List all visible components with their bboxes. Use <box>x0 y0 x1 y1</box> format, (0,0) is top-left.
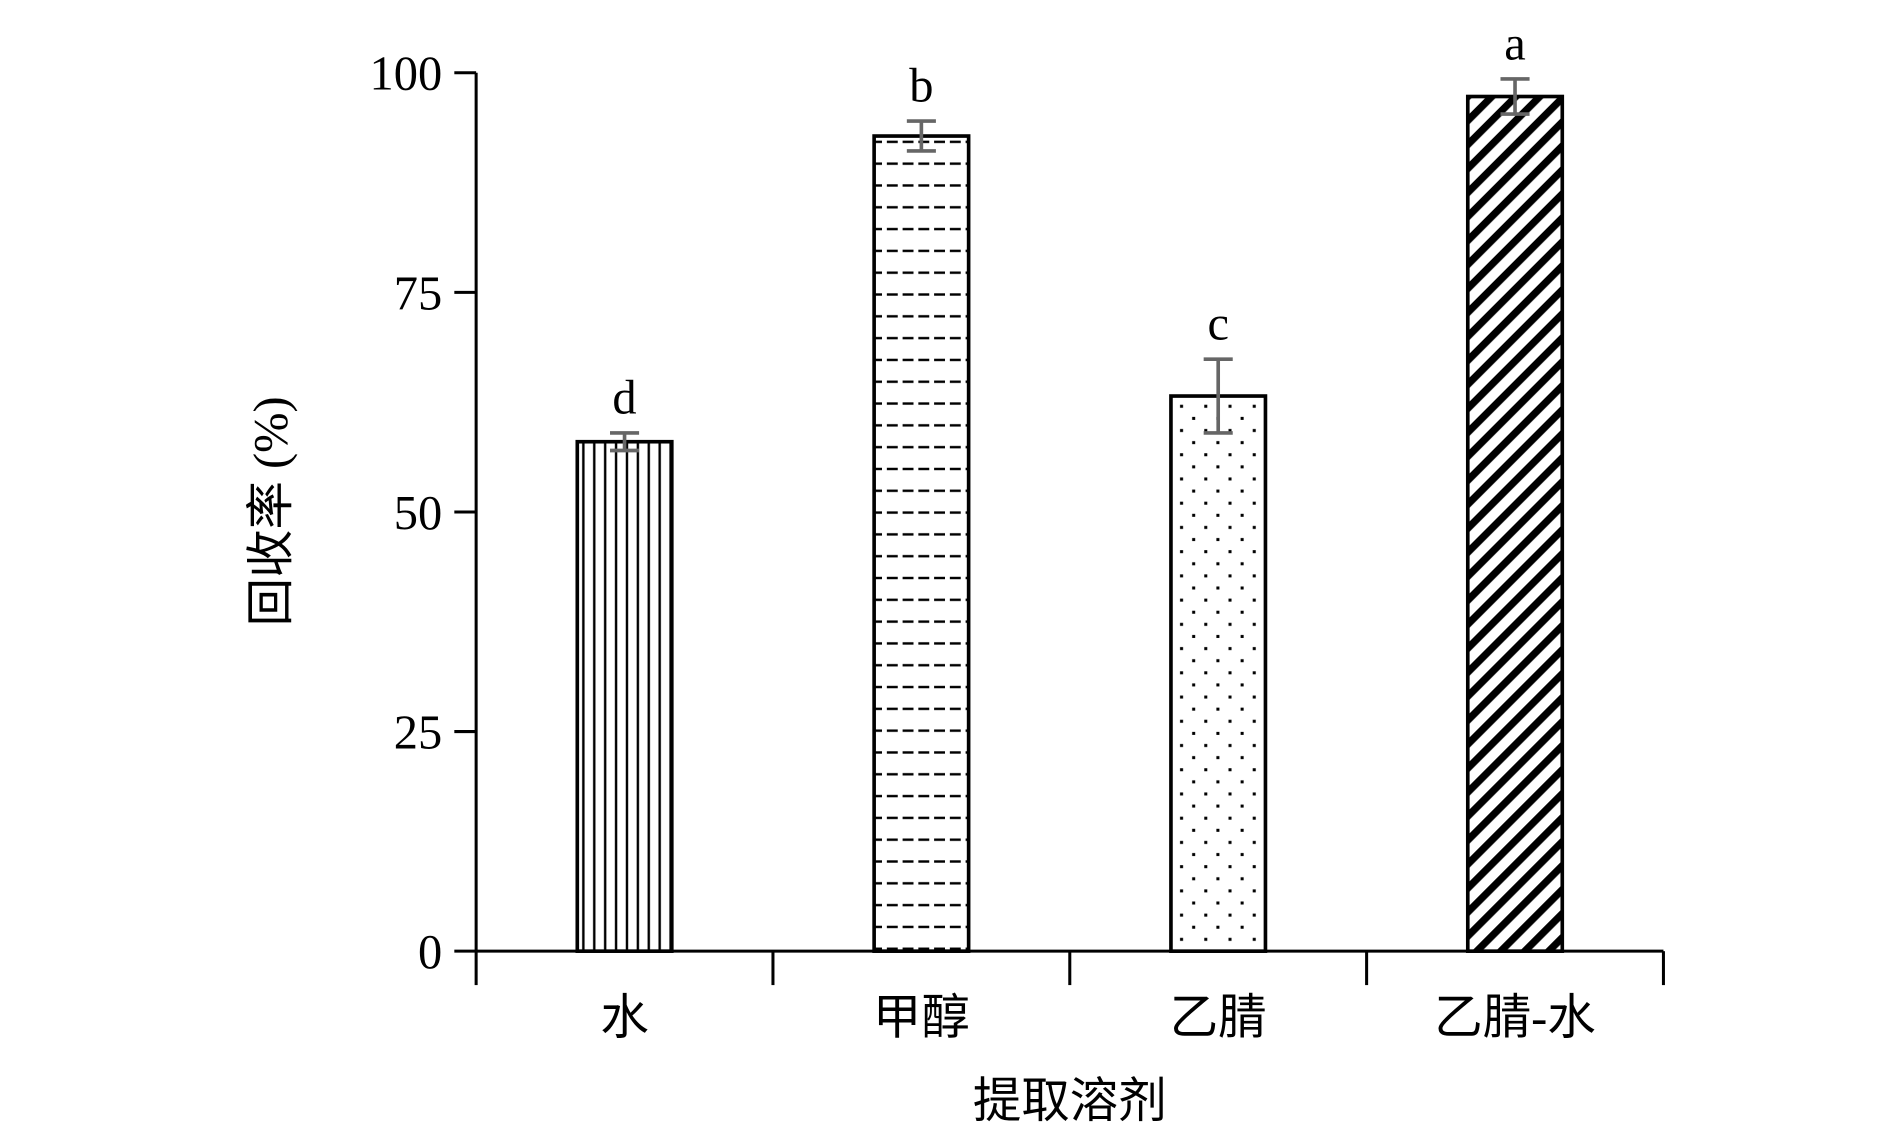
y-tick-label: 25 <box>394 707 442 760</box>
x-axis-label: 提取溶剂 <box>973 1075 1167 1128</box>
bar <box>872 134 971 953</box>
x-tick-label: 水 <box>600 992 648 1045</box>
y-tick-label: 0 <box>418 926 442 979</box>
bar <box>1465 94 1565 953</box>
significance-label: d <box>612 372 636 425</box>
x-tick-label: 甲醇 <box>873 992 970 1045</box>
bars: d b c a <box>575 18 1565 953</box>
axes: 0 25 50 75 100 水 甲醇 乙腈 乙腈-水 <box>370 48 1665 1045</box>
x-tick-label: 乙腈-水 <box>1434 992 1596 1045</box>
y-tick-label: 50 <box>394 487 442 540</box>
y-tick-label: 75 <box>394 267 442 320</box>
significance-label: a <box>1504 18 1526 71</box>
bar <box>575 439 674 953</box>
bar <box>1169 394 1268 953</box>
significance-label: b <box>909 60 933 113</box>
y-tick-label: 100 <box>370 48 443 101</box>
x-tick-label: 乙腈 <box>1170 992 1267 1045</box>
significance-label: c <box>1207 298 1229 351</box>
y-axis-label: 回收率 (%) <box>245 396 298 626</box>
